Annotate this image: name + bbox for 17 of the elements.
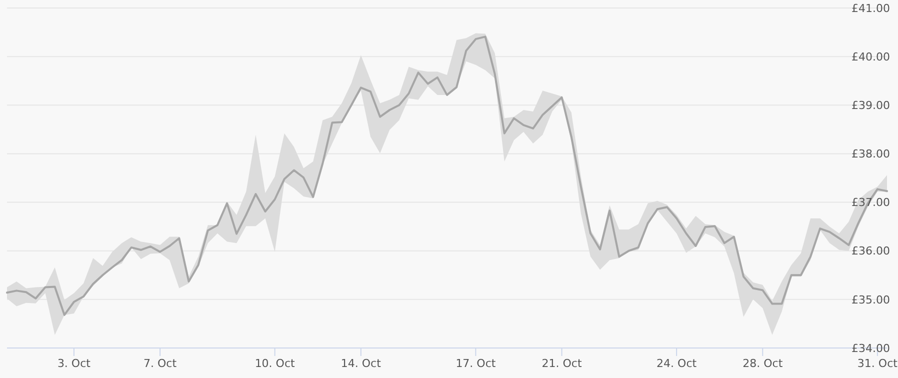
x-tick-label: 10. Oct bbox=[254, 357, 296, 370]
x-tick-label: 24. Oct bbox=[656, 357, 698, 370]
x-tick-label: 21. Oct bbox=[542, 357, 582, 370]
x-tick-label: 17. Oct bbox=[456, 357, 496, 370]
y-tick-label: £37.00 bbox=[852, 196, 890, 210]
y-tick-label: £38.00 bbox=[852, 148, 890, 161]
x-tick-label: 7. Oct bbox=[144, 357, 178, 370]
y-tick-label: £41.00 bbox=[852, 2, 890, 15]
y-tick-label: £39.00 bbox=[852, 98, 890, 112]
y-tick-label: £35.00 bbox=[852, 293, 890, 306]
y-tick-label: £34.00 bbox=[852, 342, 890, 355]
x-tick-label: 14. Oct bbox=[340, 357, 382, 370]
x-tick-label: 31. Oct bbox=[857, 357, 898, 370]
x-tick-label: 3. Oct bbox=[57, 357, 92, 370]
x-tick-label: 28. Oct bbox=[742, 357, 784, 370]
y-tick-label: £40.00 bbox=[852, 50, 890, 64]
y-tick-label: £36.00 bbox=[852, 244, 890, 258]
